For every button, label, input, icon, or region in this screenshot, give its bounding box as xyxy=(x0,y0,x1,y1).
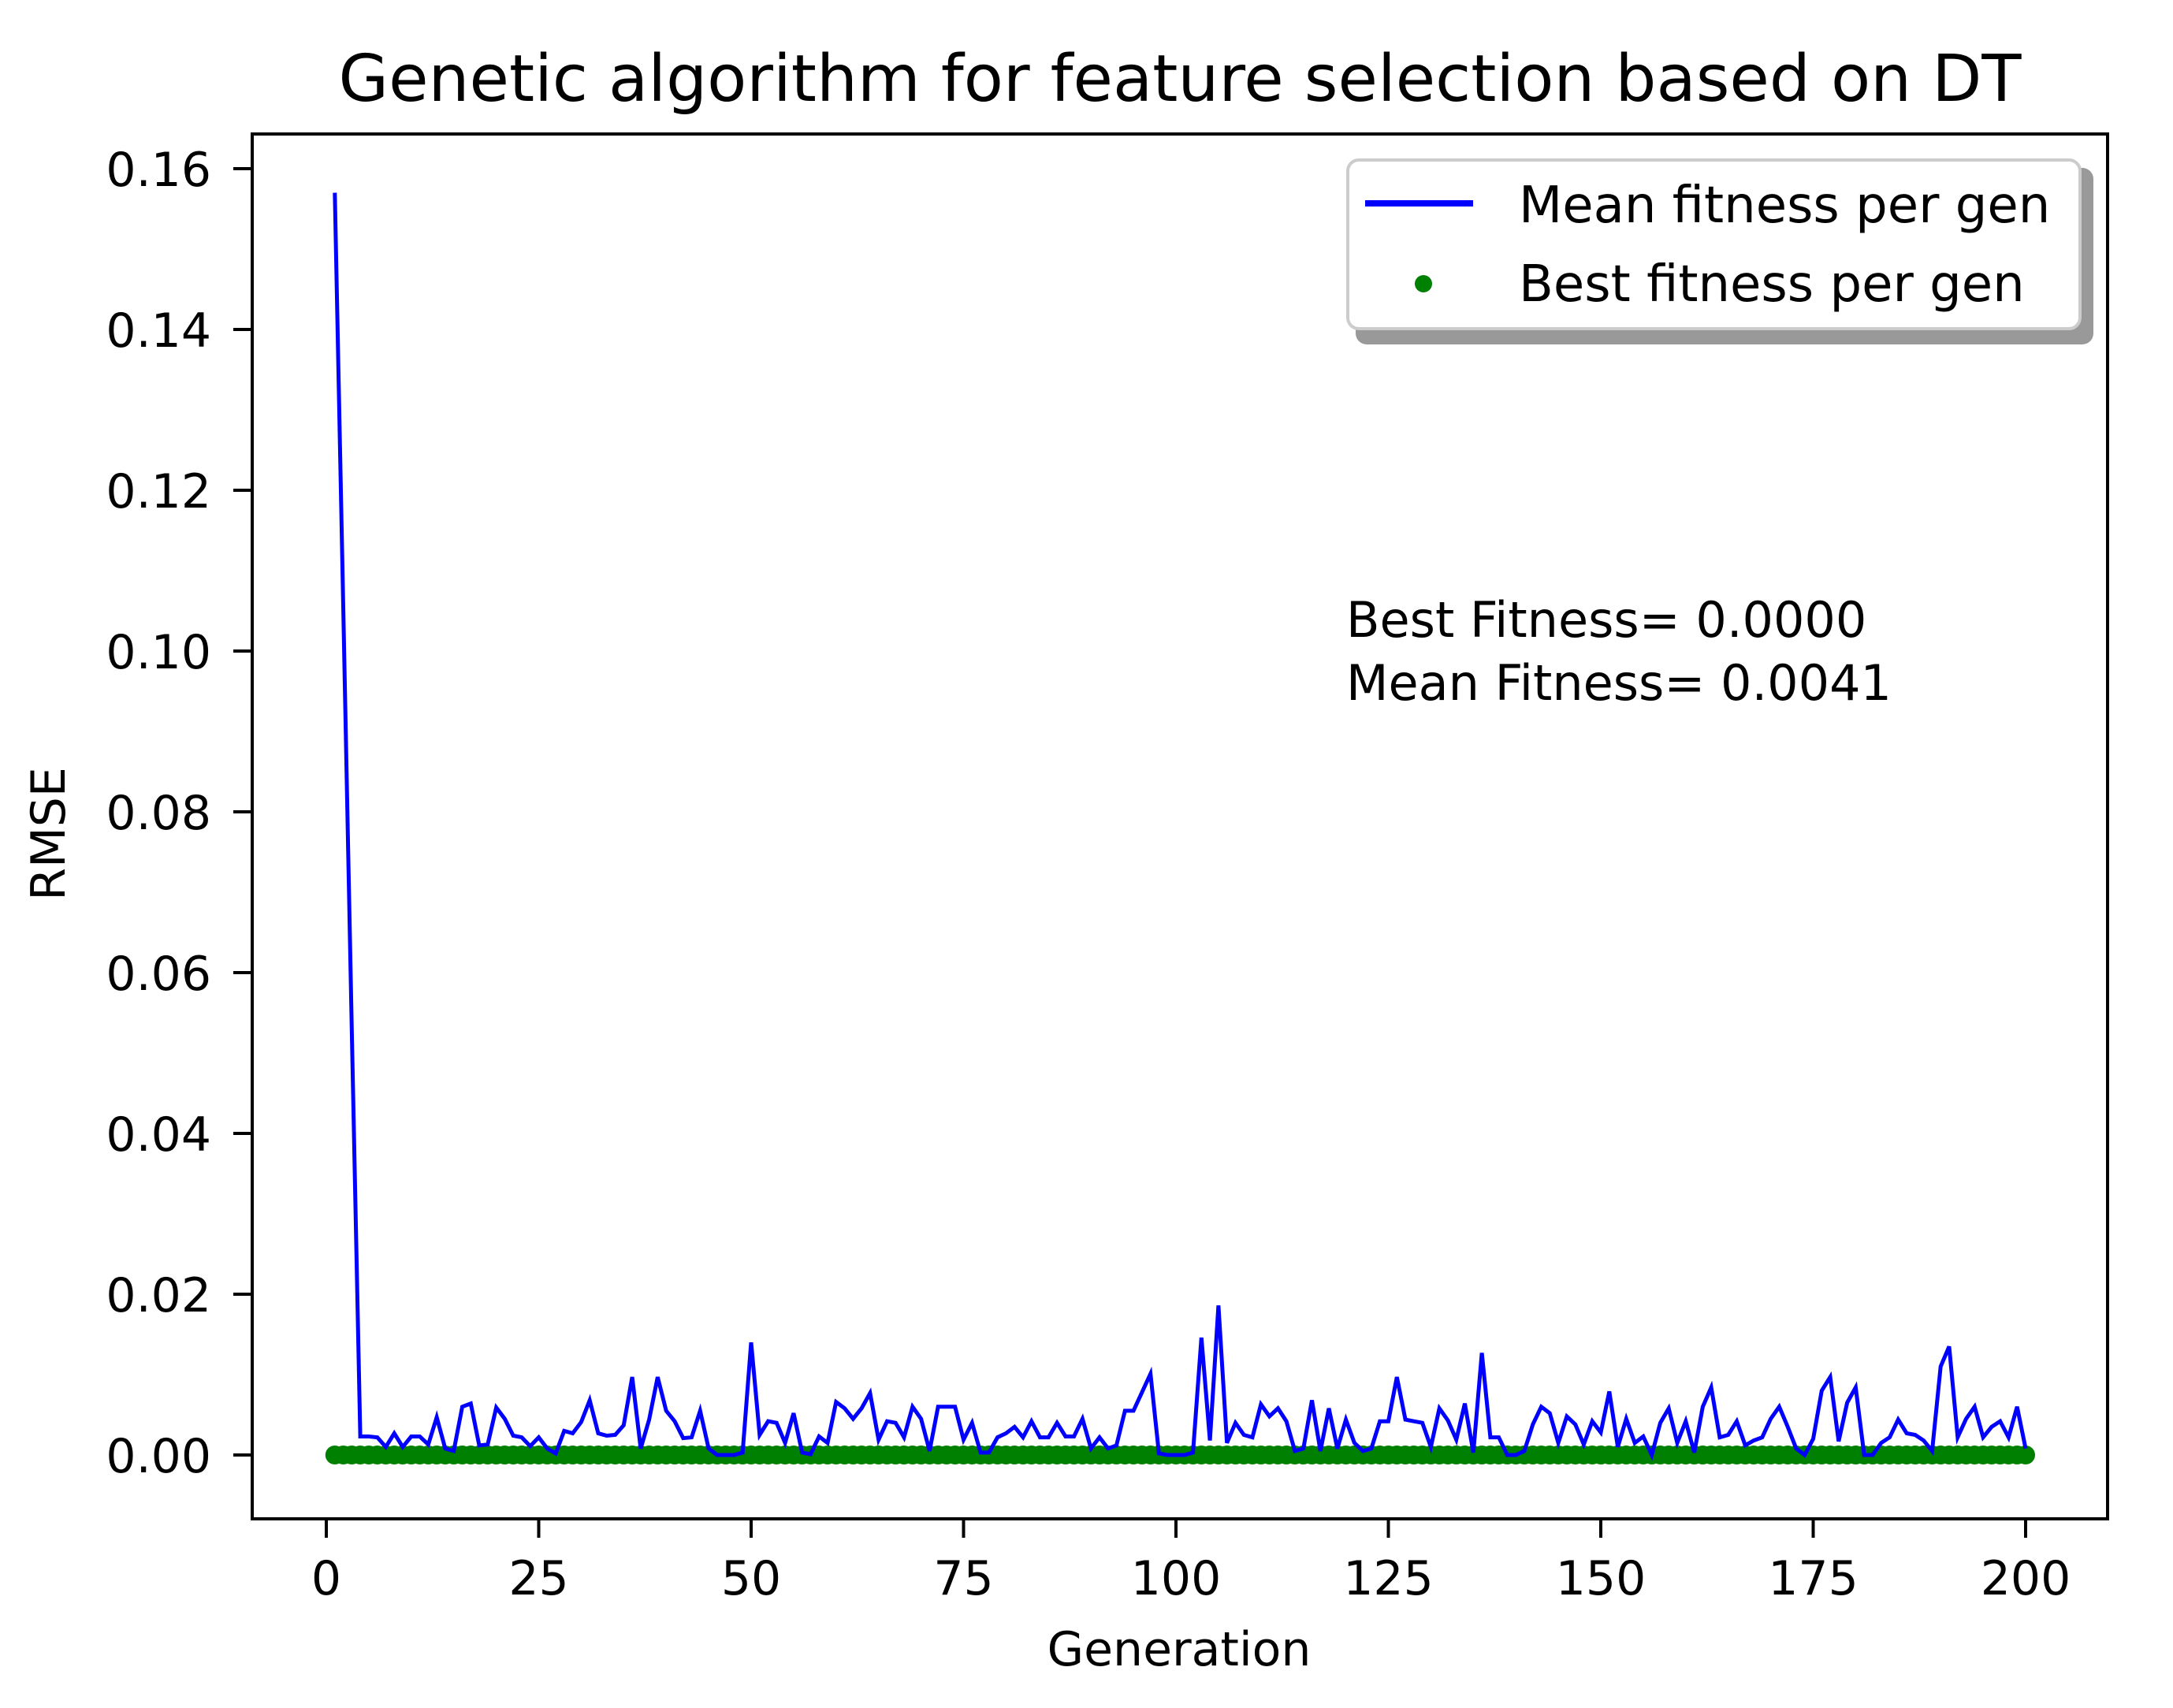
y-tick-label: 0.02 xyxy=(106,1268,211,1323)
legend-label-best: Best fitness per gen xyxy=(1519,255,2025,314)
mean-fitness-annotation: Mean Fitness= 0.0041 xyxy=(1346,654,1892,712)
y-tick-label: 0.00 xyxy=(106,1429,211,1484)
axes-background xyxy=(252,134,2108,1519)
legend-box xyxy=(1346,158,2082,330)
legend-label-mean: Mean fitness per gen xyxy=(1519,177,2050,235)
chart-title: Genetic algorithm for feature selection … xyxy=(339,42,2022,117)
y-tick-label: 0.04 xyxy=(106,1107,211,1163)
x-tick-label: 25 xyxy=(508,1551,568,1606)
y-tick-label: 0.16 xyxy=(106,143,211,198)
y-tick-label: 0.10 xyxy=(106,625,211,680)
x-tick-label: 50 xyxy=(721,1551,781,1606)
best-fitness-points xyxy=(325,1446,2035,1464)
x-tick-label: 125 xyxy=(1343,1551,1434,1606)
x-tick-label: 0 xyxy=(311,1551,341,1606)
plot-area xyxy=(252,134,2108,1519)
axes-frame xyxy=(251,132,2109,1520)
x-tick-label: 100 xyxy=(1131,1551,1222,1606)
y-tick-label: 0.06 xyxy=(106,947,211,1002)
y-axis-label: RMSE xyxy=(21,767,76,900)
y-tick-label: 0.12 xyxy=(106,464,211,519)
legend-dot-icon xyxy=(1415,275,1432,292)
x-axis-label: Generation xyxy=(1047,1622,1312,1677)
best-fitness-point xyxy=(2016,1446,2035,1464)
annotation-text: Best Fitness= 0.0000 Mean Fitness= 0.004… xyxy=(1346,591,1892,712)
y-tick-label: 0.14 xyxy=(106,303,211,359)
x-tick-label: 150 xyxy=(1556,1551,1646,1606)
x-axis-ticks: 0 25 50 75 100 125 150 175 200 xyxy=(311,1519,2071,1606)
x-tick-label: 75 xyxy=(933,1551,993,1606)
x-tick-label: 200 xyxy=(1981,1551,2071,1606)
legend: Mean fitness per gen Best fitness per ge… xyxy=(1346,158,2093,344)
mean-fitness-line xyxy=(333,192,2028,1461)
y-tick-label: 0.08 xyxy=(106,786,211,841)
best-fitness-annotation: Best Fitness= 0.0000 xyxy=(1346,591,1866,649)
x-tick-label: 175 xyxy=(1768,1551,1859,1606)
y-axis-ticks: 0.00 0.02 0.04 0.06 0.08 0.10 0.12 0.14 0.16 xyxy=(106,143,252,1484)
